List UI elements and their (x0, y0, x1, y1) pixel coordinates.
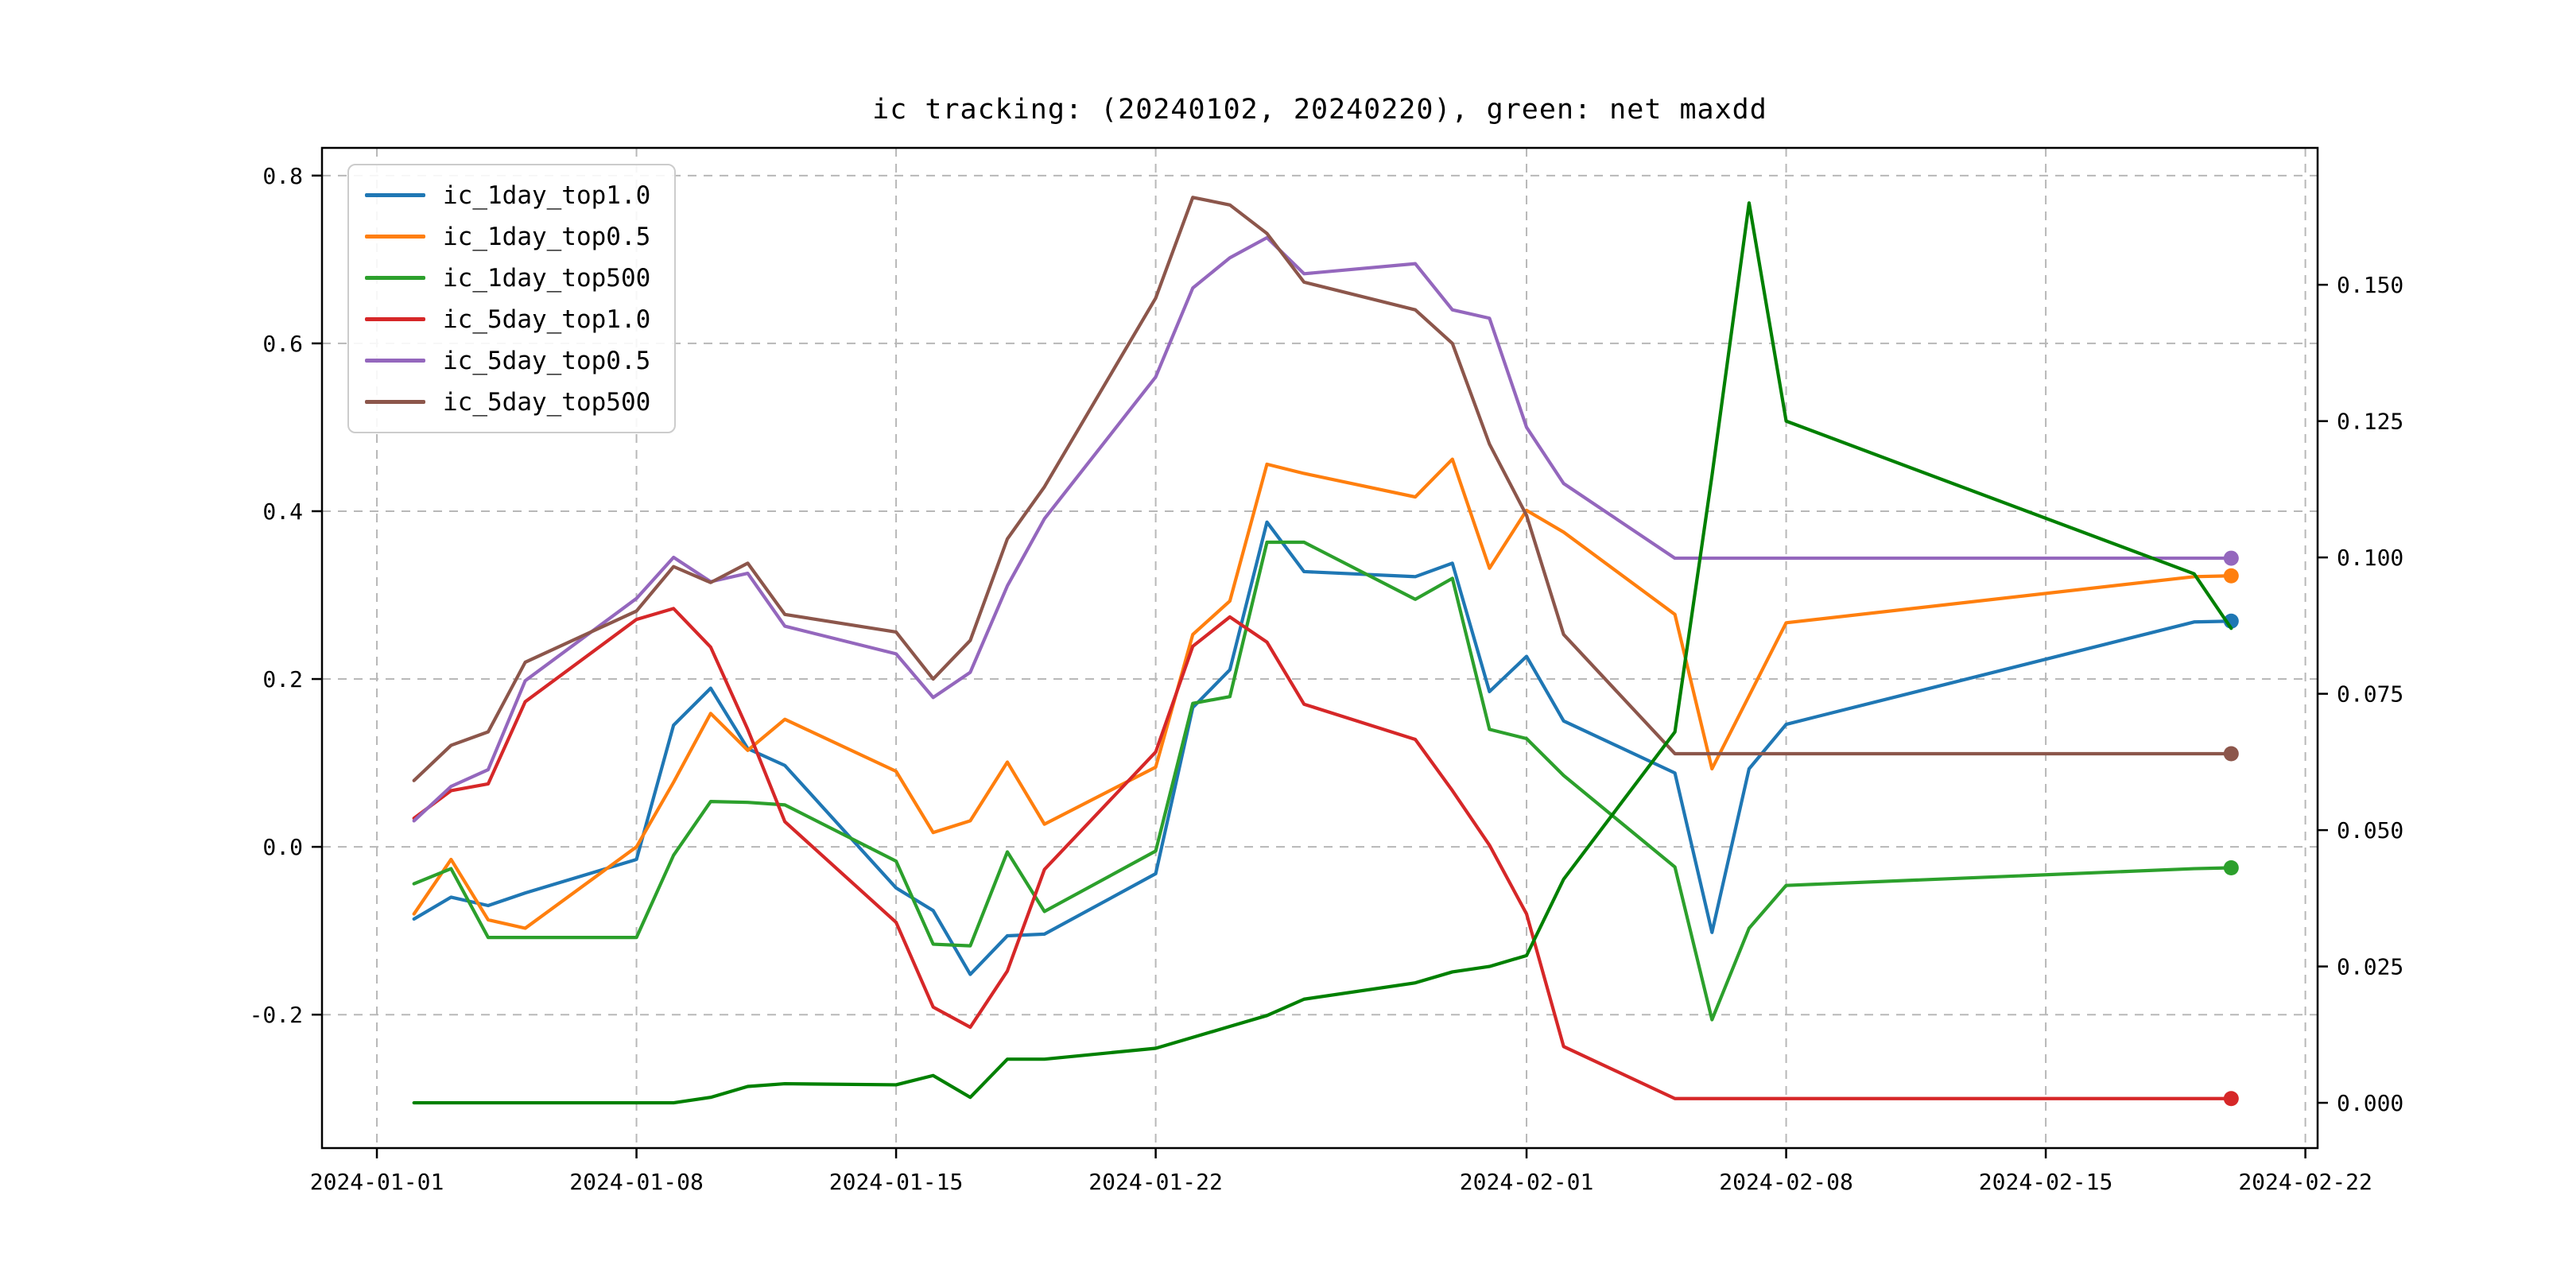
series-net_maxdd (412, 201, 2233, 1105)
y-left-tick-label: 0.6 (262, 331, 303, 357)
end-dot-ic_5day_top0.5 (2223, 550, 2239, 566)
y-left-tick-label: 0.0 (262, 834, 303, 860)
y-right-tick-label: 0.075 (2337, 681, 2403, 708)
legend-label: ic_1day_top500 (443, 263, 651, 293)
end-dot-ic_5day_top500 (2223, 746, 2239, 762)
x-tick-label: 2024-02-08 (1719, 1169, 1853, 1195)
legend-box: ic_1day_top1.0 ic_1day_top0.5 ic_1day_top5… (347, 164, 677, 433)
y-right-tick-label: 0.100 (2337, 545, 2403, 571)
y-right-tick-label: 0.150 (2337, 272, 2403, 298)
y-right-tick-label: 0.125 (2337, 409, 2403, 435)
y-right-tick-label: 0.050 (2337, 817, 2403, 844)
legend-item-ic_1day_top500: ic_1day_top500 (365, 261, 650, 295)
legend-item-ic_1day_top1.0: ic_1day_top1.0 (365, 178, 650, 212)
end-dot-ic_5day_top1.0 (2223, 1091, 2239, 1107)
legend-swatch-icon (365, 276, 425, 280)
legend-label: ic_1day_top0.5 (443, 222, 651, 251)
x-tick-label: 2024-02-01 (1460, 1169, 1594, 1195)
series-ic_5day_top1.0 (412, 607, 2233, 1100)
y-right-tick-label: 0.000 (2337, 1090, 2403, 1116)
series-ic_5day_top500 (412, 196, 2233, 782)
series-ic_1day_top1.0 (412, 520, 2233, 976)
x-tick-label: 2024-02-22 (2238, 1169, 2372, 1195)
series-ic_1day_top500 (412, 540, 2233, 1022)
y-left-tick-label: 0.2 (262, 666, 303, 692)
legend-swatch-icon (365, 235, 425, 239)
legend-item-ic_5day_top1.0: ic_5day_top1.0 (365, 302, 650, 336)
y-left-tick-label: -0.2 (250, 1002, 303, 1028)
legend-swatch-icon (365, 193, 425, 197)
x-tick-label: 2024-01-08 (569, 1169, 704, 1195)
x-tick-label: 2024-01-22 (1088, 1169, 1223, 1195)
y-right-tick-label: 0.025 (2337, 954, 2403, 980)
plot-border (320, 146, 2319, 1150)
series-ic_1day_top0.5 (412, 457, 2233, 930)
y-left-tick-label: 0.4 (262, 499, 303, 525)
y-left-tick-label: 0.8 (262, 163, 303, 189)
end-dot-ic_1day_top500 (2223, 860, 2239, 876)
legend-swatch-icon (365, 400, 425, 404)
x-tick-label: 2024-02-15 (1979, 1169, 2113, 1195)
legend-swatch-icon (365, 317, 425, 321)
legend-label: ic_5day_top1.0 (443, 305, 651, 334)
series-ic_5day_top0.5 (412, 235, 2233, 823)
legend-item-ic_5day_top500: ic_5day_top500 (365, 385, 650, 419)
x-tick-label: 2024-01-01 (310, 1169, 444, 1195)
legend-label: ic_1day_top1.0 (443, 180, 651, 210)
end-dot-ic_1day_top0.5 (2223, 568, 2239, 584)
chart-title: ic tracking: (20240102, 20240220), green… (872, 94, 1767, 126)
legend-label: ic_5day_top500 (443, 387, 651, 417)
legend-label: ic_5day_top0.5 (443, 346, 651, 375)
legend-swatch-icon (365, 359, 425, 363)
x-tick-label: 2024-01-15 (829, 1169, 964, 1195)
legend-item-ic_5day_top0.5: ic_5day_top0.5 (365, 343, 650, 378)
legend-item-ic_1day_top0.5: ic_1day_top0.5 (365, 219, 650, 254)
